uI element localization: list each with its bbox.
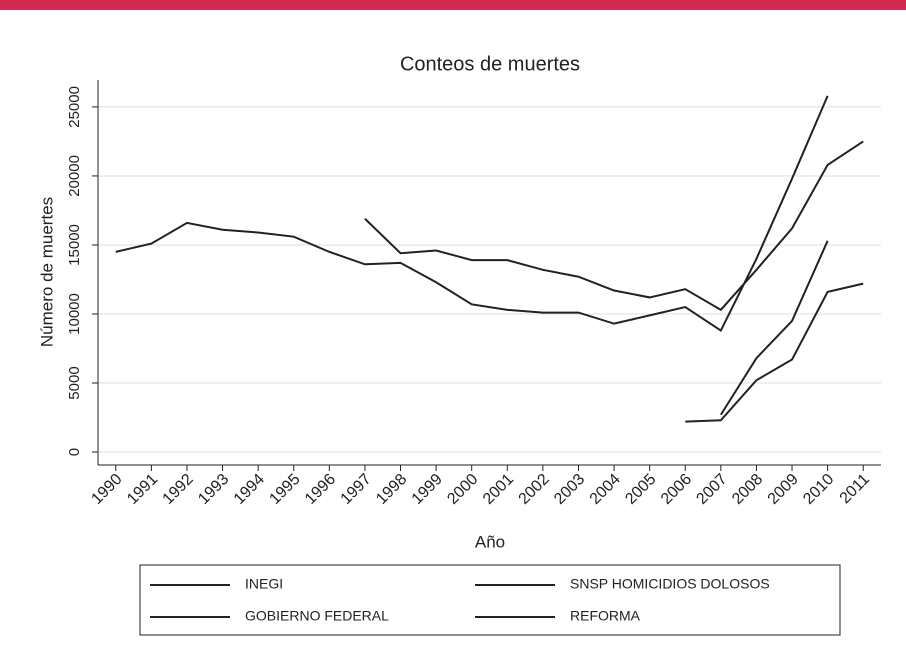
y-tick-label: 20000: [66, 155, 83, 197]
line: [364, 140, 864, 312]
legend-label: GOBIERNO FEDERAL: [245, 608, 389, 624]
x-tick-label: 2009: [765, 471, 802, 508]
y-tick-label: 15000: [66, 224, 83, 266]
legend-label: REFORMA: [570, 608, 641, 624]
x-tick-label: 2002: [516, 471, 553, 508]
x-tick-label: 1997: [338, 471, 375, 508]
line: [115, 95, 829, 333]
x-tick-label: 1994: [231, 471, 268, 508]
x-tick-label: 1993: [195, 471, 232, 508]
x-tick-label: 2000: [444, 471, 481, 508]
legend-box: [139, 564, 841, 636]
line: [719, 240, 829, 416]
x-tick-label: 2006: [658, 471, 695, 508]
x-tick-label: 2010: [800, 471, 837, 508]
x-axis-label: Año: [475, 532, 505, 551]
y-tick-label: 5000: [66, 366, 83, 399]
legend-label: INEGI: [245, 576, 283, 592]
x-tick-label: 2004: [587, 471, 624, 508]
x-tick-label: 1998: [373, 471, 410, 508]
x-tick-label: 2001: [480, 471, 517, 508]
x-tick-label: 2003: [551, 471, 588, 508]
x-tick-label: 2005: [622, 471, 659, 508]
x-tick-label: 1999: [409, 471, 446, 508]
x-tick-label: 1991: [124, 471, 161, 508]
top-band: [0, 0, 906, 10]
x-tick-label: 1995: [266, 471, 303, 508]
y-axis-label: Número de muertes: [37, 197, 56, 347]
x-tick-label: 1996: [302, 471, 339, 508]
chart-title: Conteos de muertes: [400, 53, 580, 75]
y-tick-label: 25000: [66, 86, 83, 128]
y-tick-label: 10000: [66, 293, 83, 335]
x-tick-label: 1992: [160, 471, 197, 508]
legend-label: SNSP HOMICIDIOS DOLOSOS: [570, 576, 770, 592]
x-tick-label: 1990: [88, 471, 125, 508]
line: [685, 282, 864, 423]
y-tick-label: 0: [66, 448, 83, 456]
x-tick-label: 2008: [729, 471, 766, 508]
x-tick-label: 2007: [693, 471, 730, 508]
x-tick-label: 2011: [837, 471, 873, 507]
